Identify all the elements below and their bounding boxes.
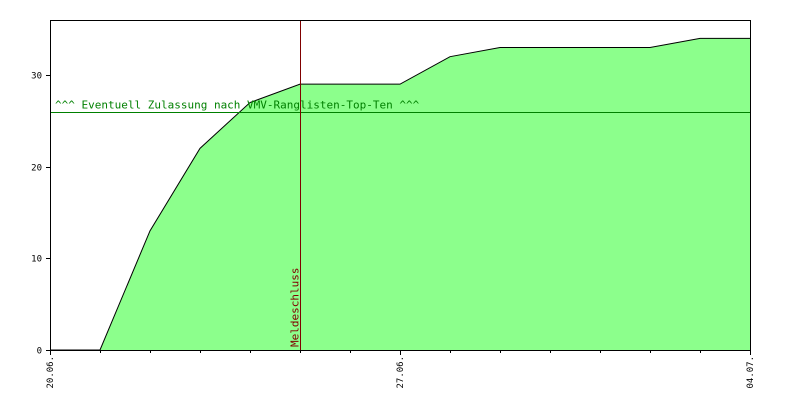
y-tick-label: 0 [37, 347, 42, 357]
y-tick-label: 30 [31, 72, 42, 82]
y-axis: 0 10 20 30 [31, 72, 50, 357]
deadline-label: Meldeschluss [289, 268, 302, 347]
threshold-label: ^^^ Eventuell Zulassung nach VMV-Ranglis… [55, 99, 420, 112]
y-tick-label: 20 [31, 164, 42, 174]
x-tick-label: 27.06. [396, 356, 406, 389]
x-tick-label: 04.07. [746, 356, 756, 389]
x-axis: 20.06. 27.06. 04.07. [46, 350, 756, 389]
data-line [50, 37, 750, 351]
y-tick-label: 10 [31, 255, 42, 265]
data-area [50, 38, 750, 350]
x-tick-label: 20.06. [46, 356, 56, 389]
